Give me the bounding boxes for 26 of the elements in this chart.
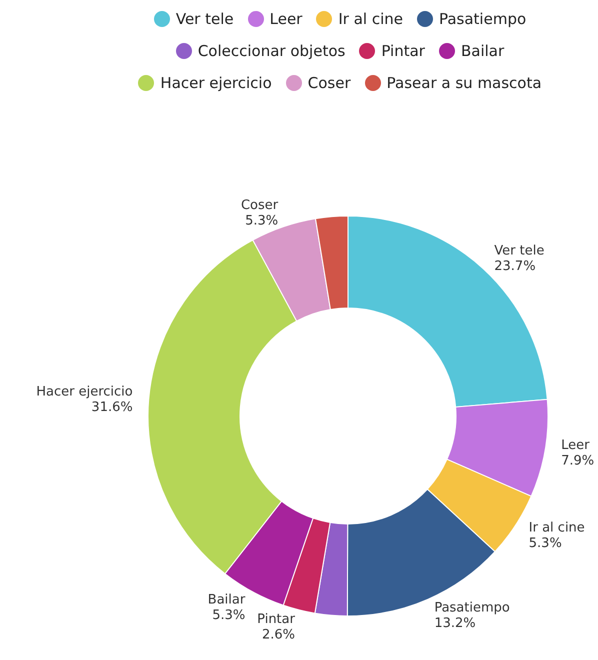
data-label: 13.2% <box>434 616 476 631</box>
data-label: 7.9% <box>561 453 594 468</box>
data-label: 2.6% <box>262 627 295 642</box>
slice-label: Pintar <box>257 612 296 627</box>
legend-label: Ver tele <box>176 10 234 28</box>
legend-label: Pasatiempo <box>438 10 526 28</box>
slice-label: Hacer ejercicio <box>36 384 133 400</box>
legend-label: Bailar <box>460 42 504 60</box>
data-label: 5.3% <box>245 214 278 229</box>
legend-label: Hacer ejercicio <box>160 74 272 92</box>
legend-label: Ir al cine <box>338 10 403 28</box>
data-label: 5.3% <box>212 608 246 623</box>
slice-label: Leer <box>561 438 590 453</box>
data-label: 23.7% <box>494 259 536 274</box>
legend-label: Pasear a su mascota <box>386 74 542 92</box>
slice-label: Coser <box>240 198 279 214</box>
slice-label: Ver tele <box>494 243 544 258</box>
data-label: 5.3% <box>528 536 562 552</box>
data-label: 31.6% <box>91 400 133 416</box>
legend-label: Coleccionar objetos <box>198 42 346 60</box>
slice-label: Ir al cine <box>528 520 585 536</box>
slice-label: Bailar <box>208 592 246 608</box>
legend-label: Leer <box>270 10 302 28</box>
legend-label: Coser <box>308 74 351 92</box>
slice-label: Pasatiempo <box>434 600 510 616</box>
legend-label: Pintar <box>381 42 425 60</box>
